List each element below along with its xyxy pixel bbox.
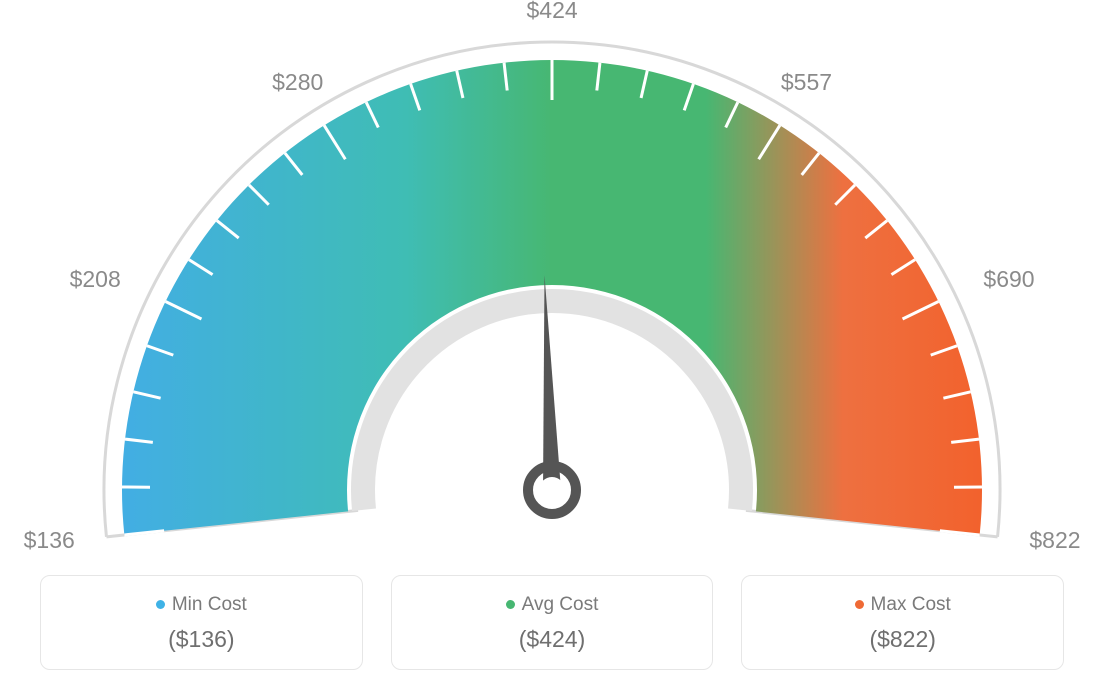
legend-min-label-text: Min Cost: [172, 594, 247, 615]
legend-max-label: Max Cost: [758, 594, 1047, 616]
legend-card-min: Min Cost ($136): [40, 575, 363, 670]
legend-max-label-text: Max Cost: [871, 594, 951, 615]
gauge-scale-label: $424: [527, 0, 578, 24]
dot-icon-avg: [506, 600, 515, 609]
legend-avg-value: ($424): [408, 626, 697, 653]
dot-icon-max: [855, 600, 864, 609]
dot-icon-min: [156, 600, 165, 609]
legend-min-label: Min Cost: [57, 594, 346, 616]
gauge-scale-label: $822: [1029, 527, 1080, 554]
gauge-scale-label: $136: [24, 527, 75, 554]
legend-min-value: ($136): [57, 626, 346, 653]
gauge-scale-label: $280: [272, 69, 323, 96]
legend-row: Min Cost ($136) Avg Cost ($424) Max Cost…: [40, 575, 1064, 670]
gauge-svg: [0, 0, 1104, 580]
legend-card-avg: Avg Cost ($424): [391, 575, 714, 670]
legend-card-max: Max Cost ($822): [741, 575, 1064, 670]
gauge-scale-label: $208: [70, 266, 121, 293]
gauge-chart: $136 $208 $280 $424 $557 $690 $822: [0, 0, 1104, 580]
legend-avg-label: Avg Cost: [408, 594, 697, 616]
gauge-scale-label: $557: [781, 69, 832, 96]
gauge-scale-label: $690: [983, 266, 1034, 293]
legend-max-value: ($822): [758, 626, 1047, 653]
legend-avg-label-text: Avg Cost: [522, 594, 599, 615]
